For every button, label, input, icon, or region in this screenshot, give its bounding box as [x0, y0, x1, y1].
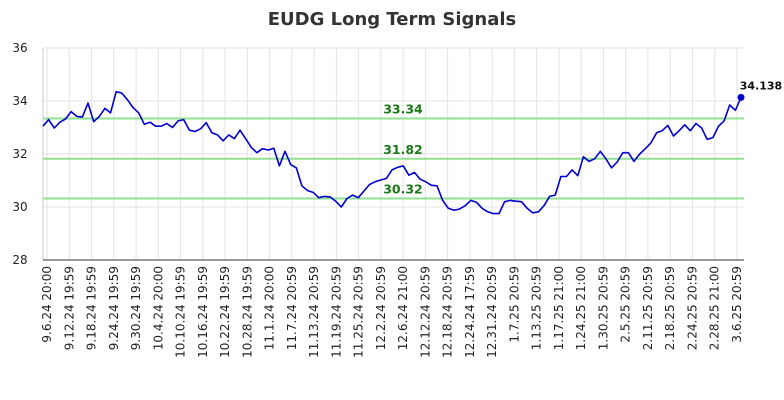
- x-tick-label: 1.13.25 20:59: [530, 266, 544, 350]
- chart-title: EUDG Long Term Signals: [268, 9, 517, 30]
- x-tick-label: 1.30.25 20:59: [596, 266, 610, 350]
- y-tick-label: 34: [12, 94, 27, 108]
- signal-label: 31.82: [383, 142, 423, 157]
- x-tick-label: 11.25.24 20:59: [352, 266, 366, 358]
- x-tick-label: 12.12.24 20:59: [418, 266, 432, 358]
- last-point: [737, 93, 745, 101]
- x-tick-label: 2.24.25 20:59: [685, 266, 699, 350]
- x-tick-label: 9.30.24 19:59: [129, 266, 143, 350]
- x-tick-label: 9.24.24 19:59: [107, 266, 121, 350]
- x-tick-label: 10.16.24 19:59: [196, 266, 210, 358]
- y-tick-label: 32: [12, 147, 27, 161]
- x-tick-label: 12.31.24 20:59: [485, 266, 499, 358]
- price-series: 34.138: [42, 79, 782, 215]
- signal-label: 30.32: [383, 182, 423, 197]
- y-tick-labels: 28 30 32 34 36: [12, 41, 27, 267]
- x-tick-label: 2.5.25 20:59: [619, 266, 633, 343]
- x-tick-label: 11.7.24 20:59: [285, 266, 299, 350]
- grid: [43, 47, 744, 261]
- y-tick-label: 28: [12, 253, 27, 267]
- x-tick-label: 9.6.24 20:00: [40, 266, 54, 343]
- x-tick-label: 11.13.24 20:59: [307, 266, 321, 358]
- x-tick-label: 12.18.24 20:59: [441, 266, 455, 358]
- x-tick-label: 3.6.25 20:59: [730, 266, 744, 343]
- x-tick-label: 10.28.24 19:59: [240, 266, 254, 358]
- x-tick-labels: 9.6.24 20:00 9.12.24 19:59 9.18.24 19:59 9.…: [40, 266, 744, 358]
- x-tick-label: 9.12.24 19:59: [62, 266, 76, 350]
- x-tick-label: 12.2.24 20:59: [374, 266, 388, 350]
- x-tick-label: 1.17.25 21:00: [552, 266, 566, 350]
- x-tick-label: 9.18.24 19:59: [85, 266, 99, 350]
- x-tick-label: 12.6.24 21:00: [396, 266, 410, 350]
- x-tick-label: 12.24.24 17:59: [463, 266, 477, 358]
- signal-label: 33.34: [383, 101, 423, 116]
- x-tick-label: 2.11.25 20:59: [641, 266, 655, 350]
- axes: [42, 48, 744, 261]
- y-tick-label: 30: [12, 200, 27, 214]
- x-tick-label: 2.18.25 20:59: [663, 266, 677, 350]
- y-tick-label: 36: [12, 41, 27, 55]
- x-tick-label: 1.24.25 21:00: [574, 266, 588, 350]
- x-tick-label: 10.22.24 19:59: [218, 266, 232, 358]
- x-tick-label: 10.4.24 20:00: [151, 266, 165, 350]
- signal-lines: 33.34 31.82 30.32: [43, 101, 744, 200]
- x-tick-label: 2.28.25 21:00: [708, 266, 722, 350]
- series-line: [42, 90, 742, 215]
- x-tick-label: 10.10.24 19:59: [174, 266, 188, 358]
- x-tick-label: 11.19.24 20:59: [329, 266, 343, 358]
- last-value-label: 34.138: [740, 79, 782, 92]
- x-tick-label: 11.1.24 20:00: [263, 266, 277, 350]
- x-tick-label: 1.7.25 20:59: [507, 266, 521, 343]
